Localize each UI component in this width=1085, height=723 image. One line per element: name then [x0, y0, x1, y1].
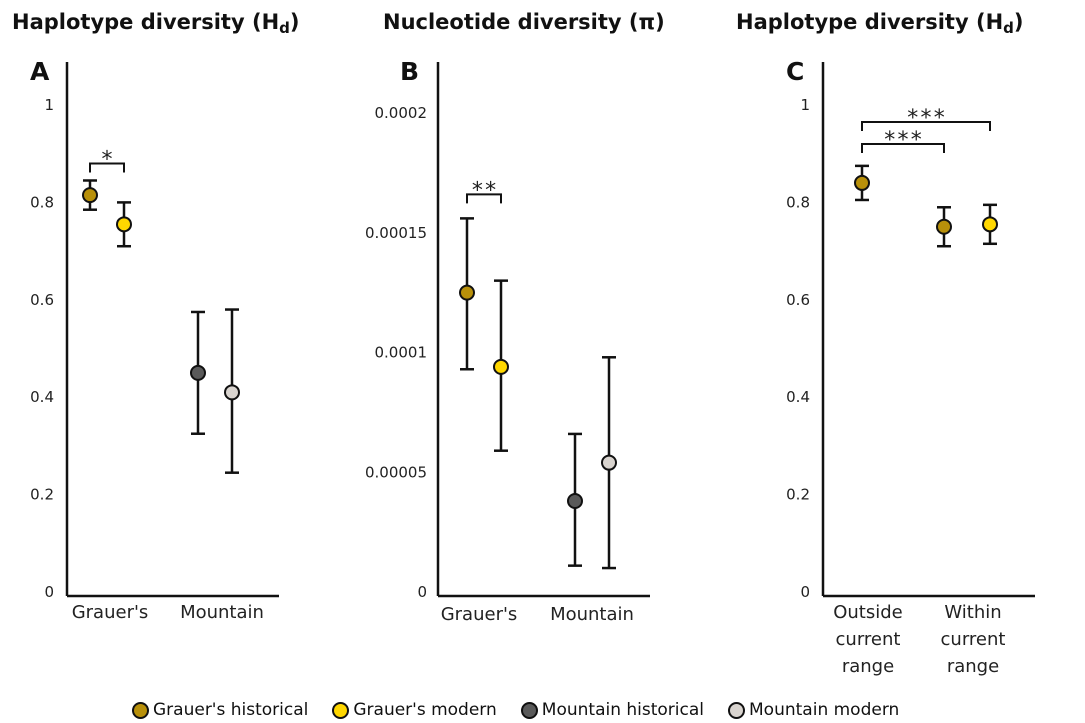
y-tick-label: 0.0001 — [375, 344, 428, 362]
significance-bracket — [861, 121, 991, 132]
legend-label: Grauer's modern — [353, 700, 497, 720]
panel-a-title-main: Haplotype diversity (H — [12, 10, 280, 34]
panel-c-title-main: Haplotype diversity (H — [736, 10, 1004, 34]
panel-a-title: Haplotype diversity (Hd) — [12, 10, 300, 37]
data-point — [854, 174, 870, 191]
y-tick-label: 1 — [800, 96, 810, 114]
data-point — [116, 216, 132, 233]
data-point — [224, 384, 240, 401]
x-category-label: Grauer's — [441, 604, 518, 625]
panel-a-title-sub: d — [279, 19, 290, 37]
panel-label: B — [400, 57, 419, 86]
x-category-label: Grauer's — [72, 602, 149, 623]
y-tick-label: 0 — [417, 583, 427, 601]
panel-c-title: Haplotype diversity (Hd) — [736, 10, 1024, 37]
legend-item-mountain-modern: Mountain modern — [728, 700, 899, 720]
legend-swatch-grauers-historical — [132, 701, 149, 719]
significance-bracket — [466, 193, 502, 204]
y-tick-label: 0.00015 — [365, 224, 427, 242]
y-tick-label: 0.0002 — [375, 104, 428, 122]
y-tick-label: 0 — [44, 583, 54, 601]
legend: Grauer's historical Grauer's modern Moun… — [132, 700, 899, 720]
y-tick-label: 0.2 — [30, 486, 54, 504]
significance-bracket — [89, 162, 125, 173]
significance-bracket — [861, 142, 945, 153]
x-category-label: Mountain — [180, 602, 264, 623]
chart-canvas: A 0 0.2 0.4 0.6 0.8 1 Grauer's Mountain * B 0 0.0000… — [30, 57, 1035, 677]
y-tick-label: 0.2 — [786, 486, 810, 504]
x-category-label: Within — [944, 602, 1001, 623]
legend-label: Mountain historical — [541, 700, 705, 720]
data-point — [82, 187, 98, 204]
panel-c-title-sub: d — [1003, 19, 1014, 37]
significance-label: * — [100, 147, 113, 172]
x-category-label: current — [836, 629, 901, 650]
x-category-label: range — [947, 656, 999, 677]
legend-swatch-grauers-modern — [332, 701, 350, 719]
x-category-label: range — [842, 656, 894, 677]
data-point — [459, 284, 475, 301]
legend-swatch-mountain-modern — [728, 701, 746, 719]
legend-swatch-mountain-historical — [520, 701, 538, 719]
y-tick-label: 1 — [44, 96, 54, 114]
panel-label: C — [786, 57, 804, 86]
y-tick-label: 0.8 — [30, 193, 54, 211]
y-tick-label: 0.4 — [786, 388, 810, 406]
y-tick-label: 0 — [800, 583, 810, 601]
y-tick-label: 0.6 — [786, 291, 810, 309]
x-category-label: current — [941, 629, 1006, 650]
data-point — [982, 216, 998, 233]
y-tick-label: 0.4 — [30, 388, 54, 406]
data-point — [936, 218, 952, 235]
y-tick-label: 0.6 — [30, 291, 54, 309]
significance-label: ** — [471, 178, 498, 203]
x-category-label: Mountain — [550, 604, 634, 625]
data-point — [567, 492, 583, 509]
y-tick-label: 0.8 — [786, 193, 810, 211]
data-point — [493, 358, 509, 375]
x-category-label: Outside — [833, 602, 903, 623]
significance-label: *** — [906, 106, 946, 131]
panel-label: A — [30, 57, 50, 86]
legend-item-mountain-historical: Mountain historical — [520, 700, 705, 720]
data-point — [601, 454, 617, 471]
panel-a-title-close: ) — [289, 10, 300, 34]
panel-b-title: Nucleotide diversity (π) — [383, 10, 665, 34]
legend-label: Grauer's historical — [153, 700, 309, 720]
significance-label: *** — [883, 128, 923, 153]
data-point — [190, 364, 206, 381]
legend-label: Mountain modern — [749, 700, 900, 720]
panel-c-title-close: ) — [1013, 10, 1024, 34]
y-tick-label: 0.00005 — [365, 463, 427, 481]
legend-item-grauers-historical: Grauer's historical — [132, 700, 308, 720]
legend-item-grauers-modern: Grauer's modern — [332, 700, 497, 720]
